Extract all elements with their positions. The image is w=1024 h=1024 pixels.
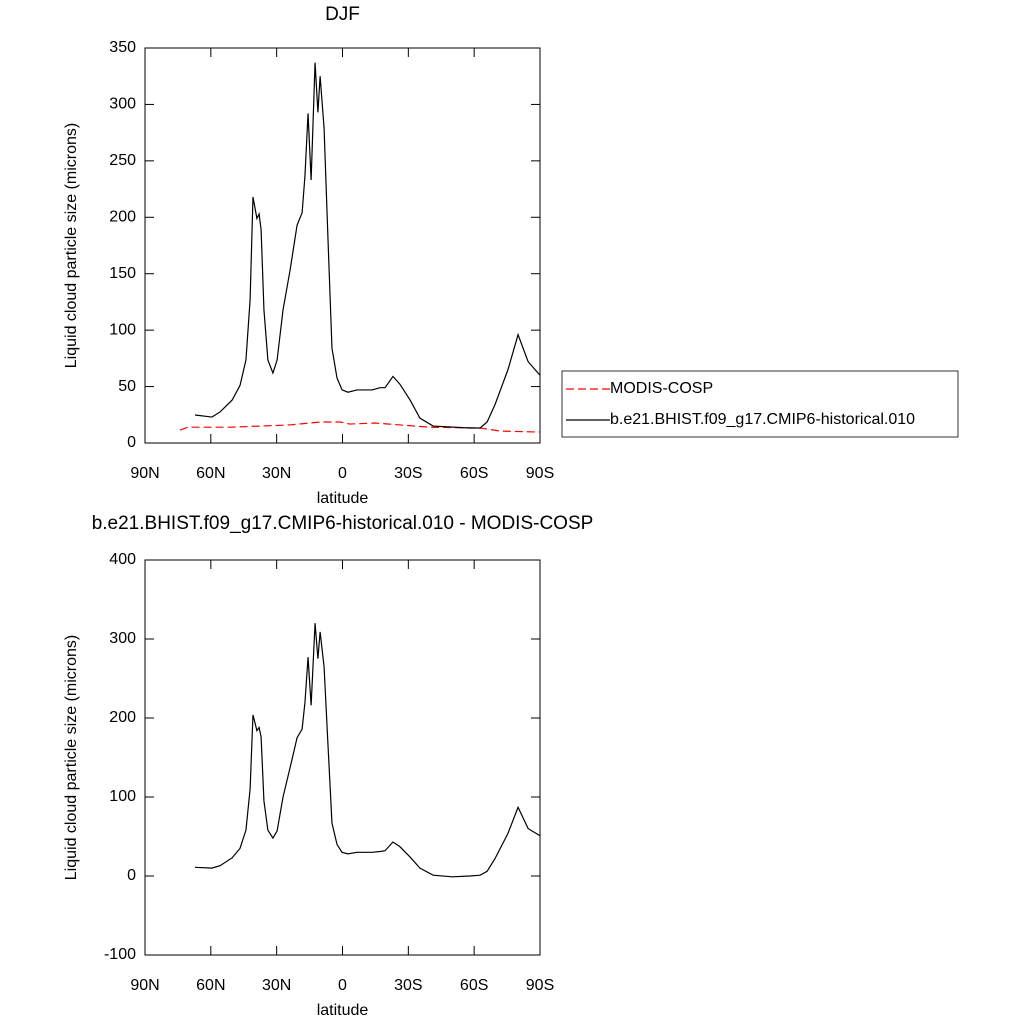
data-line: [194, 62, 541, 429]
y-axis-label: Liquid cloud particle size (microns): [63, 635, 80, 880]
x-tick-label: 0: [338, 465, 347, 482]
x-tick-label: 90S: [526, 977, 554, 994]
y-tick-label: 300: [109, 630, 136, 647]
y-tick-label: 0: [127, 434, 136, 451]
x-tick-label: 0: [338, 977, 347, 994]
y-tick-label: 100: [109, 321, 136, 338]
y-tick-label: 200: [109, 709, 136, 726]
x-tick-label: 60S: [460, 465, 488, 482]
plot-frame: [144, 47, 541, 444]
x-tick-label: 90N: [130, 977, 159, 994]
y-tick-label: 400: [109, 551, 136, 568]
y-tick-label: -100: [104, 946, 136, 963]
x-tick-label: 60N: [196, 977, 225, 994]
data-line: [195, 623, 541, 878]
x-tick-label: 30S: [394, 977, 422, 994]
y-tick-label: 0: [127, 867, 136, 884]
chart-title: DJF: [325, 4, 360, 25]
x-tick-label: 30S: [394, 465, 422, 482]
x-tick-label: 30N: [262, 465, 291, 482]
y-tick-label: 350: [109, 39, 136, 56]
legend-box: [561, 370, 959, 438]
chart-title: b.e21.BHIST.f09_g17.CMIP6-historical.010…: [92, 513, 594, 534]
y-tick-label: 50: [118, 378, 136, 395]
y-tick-label: 250: [109, 152, 136, 169]
legend-label: b.e21.BHIST.f09_g17.CMIP6-historical.010: [610, 411, 915, 428]
y-tick-label: 200: [109, 209, 136, 226]
y-tick-label: 150: [109, 265, 136, 282]
x-axis-label: latitude: [317, 1002, 369, 1019]
legend-label: MODIS-COSP: [610, 380, 713, 397]
plot-frame: [144, 559, 541, 956]
x-tick-label: 90N: [130, 465, 159, 482]
x-tick-label: 30N: [262, 977, 291, 994]
y-tick-label: 300: [109, 96, 136, 113]
y-tick-label: 100: [109, 788, 136, 805]
x-tick-label: 60N: [196, 465, 225, 482]
y-axis-label: Liquid cloud particle size (microns): [63, 123, 80, 368]
x-axis-label: latitude: [317, 490, 369, 507]
x-tick-label: 90S: [526, 465, 554, 482]
x-tick-label: 60S: [460, 977, 488, 994]
